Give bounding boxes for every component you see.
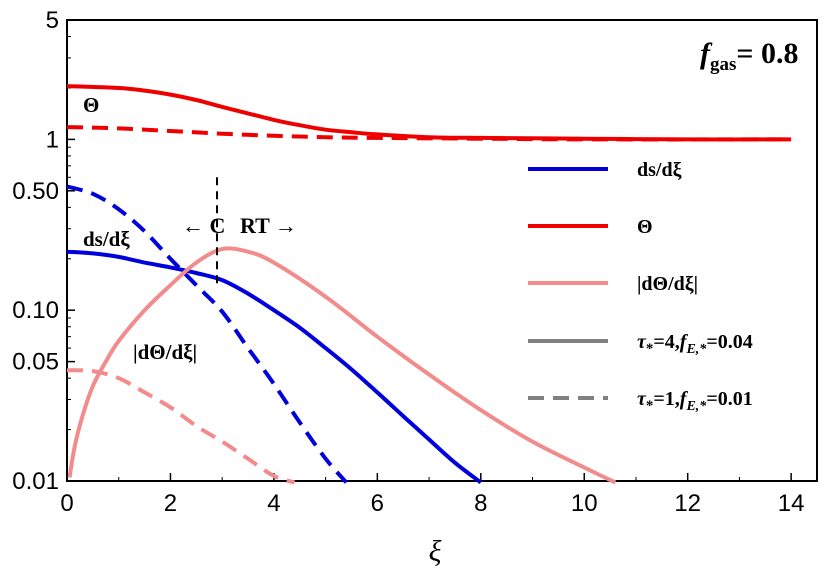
y-tick-label: 0.05	[12, 349, 59, 376]
fgas-label: fgas= 0.8	[700, 37, 799, 75]
x-tick-label: 4	[267, 490, 280, 517]
x-tick-label: 0	[60, 490, 73, 517]
annotation-c-region: ← C	[182, 213, 225, 238]
legend-item-dsdxi: ds/dξ	[528, 159, 682, 181]
y-axis: 0.01 0.05 0.10 0.50 1 5	[12, 7, 75, 495]
annotation-dsdxi: ds/dξ	[83, 227, 130, 251]
x-tick-label: 8	[474, 490, 487, 517]
legend-label-solid-model: τ*=4,fE,*=0.04	[637, 331, 753, 357]
annotation-dthetadxi: |dΘ/dξ|	[133, 340, 197, 364]
y-tick-label: 0.10	[12, 297, 59, 324]
legend-item-solid-model: τ*=4,fE,*=0.04	[528, 331, 753, 357]
x-axis-title: ξ	[429, 535, 442, 568]
y-tick-label: 0.01	[12, 468, 59, 495]
x-tick-label: 10	[571, 490, 598, 517]
y-tick-label: 5	[46, 7, 59, 34]
series-line-ds-d-1-fe-0-01	[66, 184, 348, 484]
series-line-d-d-1-fe-0-01	[66, 368, 296, 485]
annotation-rt-region: RT →	[240, 213, 297, 238]
x-axis: 0 2 4 6 8 10 12 14	[60, 473, 804, 517]
plot-area	[66, 84, 792, 485]
plot-frame	[66, 19, 818, 482]
x-tick-label: 2	[164, 490, 177, 517]
series-line-1-fe-0-01	[66, 125, 792, 142]
x-tick-label: 14	[778, 490, 805, 517]
legend-label-dthetadxi: |dΘ/dξ|	[637, 273, 698, 295]
x-tick-label: 6	[371, 490, 384, 517]
legend-label-theta: Θ	[637, 216, 653, 238]
y-tick-label: 1	[46, 126, 59, 153]
legend-item-theta: Θ	[528, 216, 653, 238]
annotation-theta: Θ	[83, 93, 99, 117]
legend-item-dthetadxi: |dΘ/dξ|	[528, 273, 698, 295]
legend-label-dashed-model: τ*=1,fE,*=0.01	[637, 388, 753, 414]
legend-item-dashed-model: τ*=1,fE,*=0.01	[528, 388, 753, 414]
legend: ds/dξ Θ |dΘ/dξ| τ*=4,fE,*=0.04 τ*=1,fE,*…	[528, 159, 753, 414]
x-tick-label: 12	[674, 490, 701, 517]
series-line-ds-d-4-fe-0-04	[66, 249, 483, 485]
series-line-d-d-4-fe-0-04	[67, 246, 617, 485]
legend-label-dsdxi: ds/dξ	[637, 159, 682, 181]
y-tick-label: 0.50	[12, 178, 59, 205]
